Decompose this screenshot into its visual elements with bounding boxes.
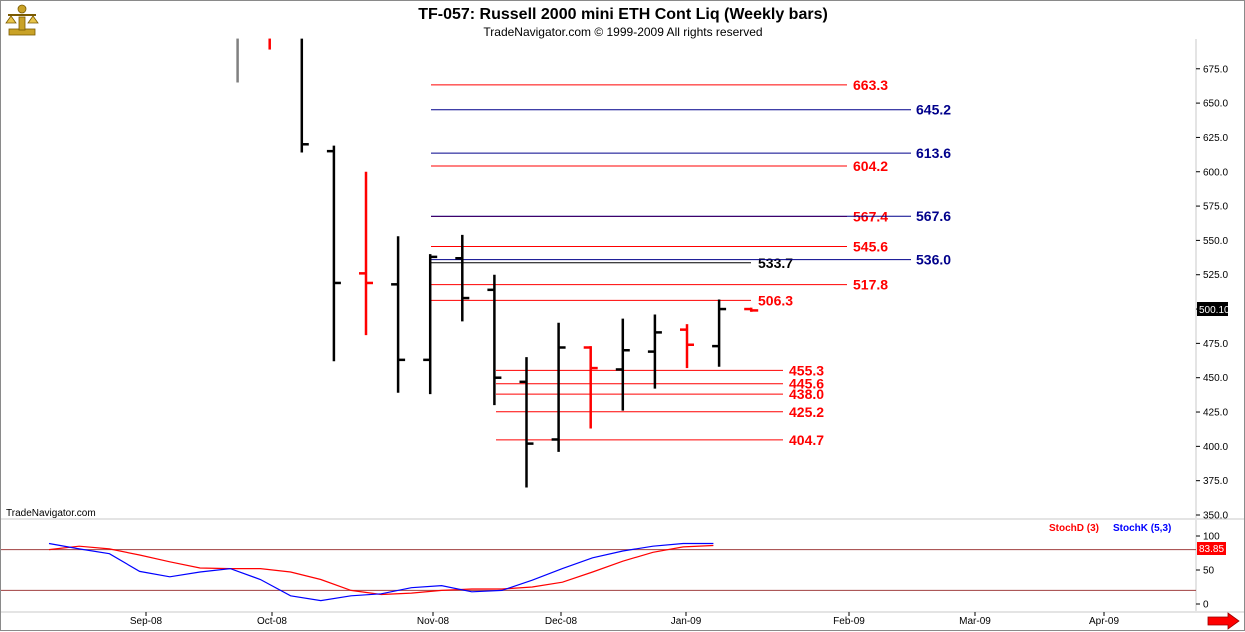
- price-tick-label: 625.0: [1203, 133, 1228, 144]
- ohlc-bars: [236, 38, 759, 488]
- level-label: 455.3: [789, 362, 824, 378]
- level-label: 425.2: [789, 404, 824, 420]
- time-tick-label: Apr-09: [1089, 616, 1119, 627]
- level-label: 645.2: [916, 102, 951, 118]
- ohlc-bar: [583, 346, 598, 429]
- price-panel: 350.0375.0400.0425.0450.0475.0500.0525.0…: [6, 38, 1230, 522]
- level-label: 438.0: [789, 386, 824, 402]
- price-tick-label: 350.0: [1203, 511, 1228, 522]
- ohlc-bar: [455, 234, 470, 322]
- stoch-line: [48, 542, 714, 602]
- ohlc-bar: [519, 357, 534, 488]
- stoch-tick-label: 50: [1203, 566, 1215, 577]
- price-tick-label: 475.0: [1203, 339, 1228, 350]
- stoch-last-box: [1197, 542, 1226, 555]
- level-label: 604.2: [853, 158, 888, 174]
- stoch-reference-lines: [1, 549, 1196, 591]
- time-tick-label: Mar-09: [959, 616, 991, 627]
- level-label: 663.3: [853, 77, 888, 93]
- level-label: 517.8: [853, 277, 888, 293]
- price-tick-label: 375.0: [1203, 476, 1228, 487]
- level-label: 404.7: [789, 432, 824, 448]
- legend-stochd: StochD (3): [1049, 523, 1099, 534]
- price-tick-label: 450.0: [1203, 373, 1228, 384]
- last-price-marker: 500.10: [1197, 302, 1230, 316]
- ohlc-bar: [487, 274, 502, 406]
- watermark-label: TradeNavigator.com: [6, 508, 96, 519]
- time-tick-label: Feb-09: [833, 616, 865, 627]
- level-label: 536.0: [916, 252, 951, 268]
- ohlc-bar: [647, 314, 662, 389]
- ohlc-bar: [712, 299, 727, 367]
- ohlc-bar: [359, 171, 373, 336]
- scales-icon: [5, 4, 39, 36]
- price-tick-label: 675.0: [1203, 64, 1228, 75]
- ohlc-bar: [680, 324, 694, 369]
- level-label: 567.6: [916, 208, 951, 224]
- price-axis: 350.0375.0400.0425.0450.0475.0500.0525.0…: [1196, 64, 1228, 522]
- level-label: 545.6: [853, 238, 888, 254]
- ohlc-bar: [551, 322, 566, 452]
- stoch-axis: 0 50 100: [1196, 532, 1220, 611]
- last-price-label: 500.10: [1199, 305, 1230, 316]
- stoch-tick-label: 100: [1203, 532, 1220, 543]
- time-tick-label: Dec-08: [545, 616, 578, 627]
- stoch-series: [48, 542, 714, 602]
- level-label: 533.7: [758, 255, 793, 271]
- level-label: 445.6: [789, 376, 824, 392]
- price-tick-label: 575.0: [1203, 202, 1228, 213]
- chart-title: TF-057: Russell 2000 mini ETH Cont Liq (…: [418, 6, 828, 23]
- level-label: 506.3: [758, 292, 793, 308]
- price-tick-label: 525.0: [1203, 270, 1228, 281]
- time-tick-label: Oct-08: [257, 616, 287, 627]
- price-tick-label: 650.0: [1203, 99, 1228, 110]
- ohlc-bar: [423, 254, 438, 395]
- time-axis: Sep-08 Oct-08 Nov-08 Dec-08 Jan-09 Feb-09 Mar-…: [130, 612, 1119, 627]
- ohlc-bar: [326, 145, 341, 362]
- time-tick-label: Nov-08: [417, 616, 450, 627]
- price-tick-label: 550.0: [1203, 236, 1228, 247]
- ohlc-bar: [300, 38, 309, 153]
- level-label: 613.6: [916, 145, 951, 161]
- stochastic-panel: 0 50 100 StochD (3) StochK (5,3) 83.85: [1, 520, 1226, 611]
- price-tick-label: 425.0: [1203, 408, 1228, 419]
- stoch-line: [48, 544, 714, 596]
- legend-stochk: StochK (5,3): [1113, 523, 1171, 534]
- price-tick-label: 600.0: [1203, 167, 1228, 178]
- price-tick-label: 400.0: [1203, 442, 1228, 453]
- time-tick-label: Jan-09: [671, 616, 702, 627]
- ohlc-bar: [391, 236, 406, 393]
- stoch-last-label: 83.85: [1199, 544, 1224, 555]
- ohlc-bar: [615, 318, 630, 411]
- right-arrow-icon[interactable]: [1207, 612, 1240, 630]
- ohlc-bar: [744, 307, 759, 312]
- stoch-tick-label: 0: [1203, 600, 1209, 611]
- time-tick-label: Sep-08: [130, 616, 163, 627]
- chart-subtitle: TradeNavigator.com © 1999-2009 All right…: [483, 25, 762, 39]
